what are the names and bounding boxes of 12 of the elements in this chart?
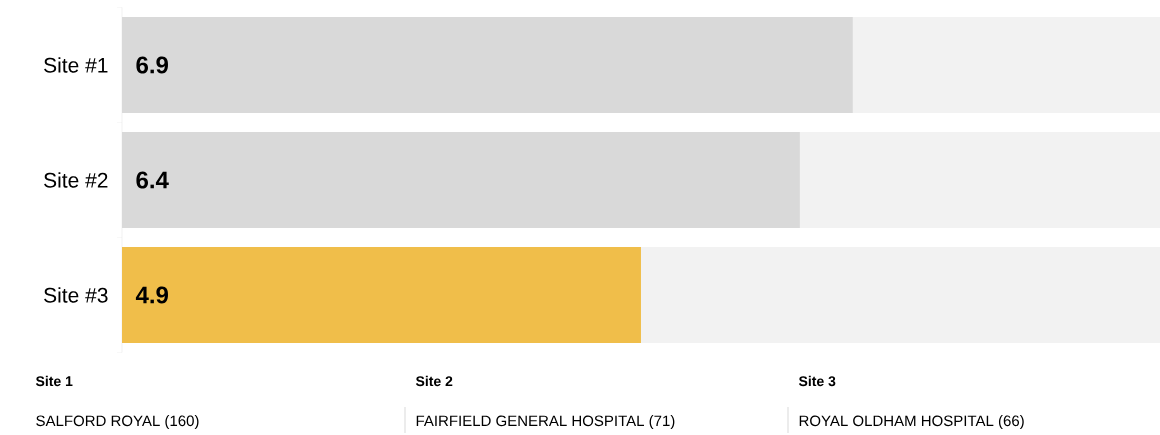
y-tick-label: Site #3	[44, 287, 108, 303]
text: SALFORD ROYAL (160)	[36, 415, 199, 430]
y-tick-label: Site #2	[44, 172, 108, 188]
text: ROYAL OLDHAM HOSPITAL (66)	[799, 415, 1024, 430]
text: Site 1	[35, 375, 73, 387]
data-label: 4.9	[135, 286, 168, 304]
y-tick-label: Site #1	[44, 57, 108, 73]
text: Site 3	[798, 375, 836, 387]
text: FAIRFIELD GENERAL HOSPITAL (71)	[416, 415, 675, 430]
data-label: 6.4	[136, 171, 169, 189]
data-label: 6.9	[136, 56, 168, 74]
text: Site 2	[415, 375, 453, 387]
